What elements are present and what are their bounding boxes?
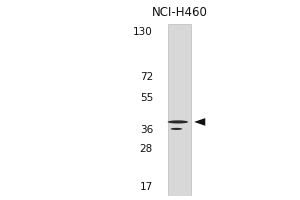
Text: 55: 55: [140, 93, 153, 103]
Text: 17: 17: [140, 182, 153, 192]
Ellipse shape: [171, 128, 182, 130]
Text: NCI-H460: NCI-H460: [152, 6, 207, 19]
Ellipse shape: [168, 120, 188, 124]
Text: 28: 28: [140, 144, 153, 154]
Text: 130: 130: [133, 27, 153, 37]
Polygon shape: [194, 118, 205, 126]
Text: 72: 72: [140, 72, 153, 82]
Text: 36: 36: [140, 125, 153, 135]
Bar: [168, 24, 191, 196]
